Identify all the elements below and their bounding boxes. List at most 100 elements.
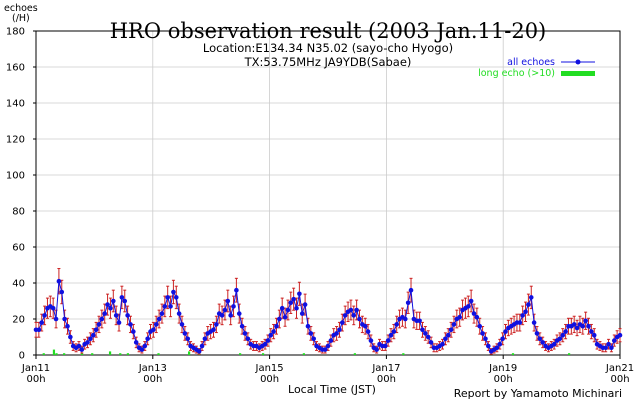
- long-echo-bar: [42, 353, 45, 355]
- all-echoes-point: [563, 329, 568, 334]
- all-echoes-point: [282, 314, 288, 320]
- all-echoes-point: [337, 327, 342, 333]
- all-echoes-point: [405, 300, 411, 306]
- all-echoes-point: [445, 332, 451, 338]
- all-echoes-point: [471, 311, 477, 316]
- all-echoes-point: [571, 322, 577, 327]
- all-echoes-point: [50, 305, 56, 311]
- all-echoes-point: [483, 336, 488, 342]
- all-echoes-point: [113, 313, 119, 318]
- all-echoes-point: [102, 311, 108, 316]
- all-echoes-point: [168, 304, 173, 309]
- all-echoes-point: [162, 304, 168, 309]
- x-axis-ticks: Jan1100hJan1300hJan1500hJan1700hJan1900h…: [21, 355, 634, 385]
- all-echoes-point: [225, 298, 231, 304]
- all-echoes-point: [171, 289, 176, 295]
- all-echoes-point: [448, 327, 454, 333]
- all-echoes-point: [291, 296, 296, 302]
- all-echoes-point: [165, 295, 170, 300]
- y-tick-label: 20: [12, 315, 25, 326]
- all-echoes-point: [583, 318, 588, 324]
- x-tick-label-date: Jan21: [605, 363, 634, 374]
- all-echoes-markers: [33, 278, 623, 354]
- x-tick-label-date: Jan11: [21, 363, 50, 374]
- long-echo-bars: [42, 349, 571, 355]
- all-echoes-point: [523, 309, 528, 315]
- all-echoes-point: [236, 311, 242, 316]
- all-echoes-point: [486, 343, 491, 349]
- legend-swatch-long-echo: [561, 71, 595, 76]
- y-tick-label: 80: [12, 207, 25, 218]
- all-echoes-point: [531, 320, 537, 325]
- plot-frame: [35, 30, 621, 356]
- all-echoes-point: [128, 322, 133, 327]
- all-echoes-point: [93, 327, 99, 333]
- x-tick-label-hour: 00h: [610, 374, 629, 385]
- all-echoes-point: [262, 341, 268, 347]
- all-echoes-point: [242, 331, 248, 336]
- all-echoes-point: [182, 331, 188, 336]
- all-echoes-point: [365, 329, 371, 334]
- all-echoes-point: [222, 307, 228, 313]
- report-credit: Report by Yamamoto Michinari: [454, 387, 622, 400]
- x-axis-label: Local Time (JST): [288, 383, 376, 396]
- all-echoes-point: [408, 287, 414, 293]
- all-echoes-point: [214, 322, 219, 327]
- all-echoes-point: [173, 295, 179, 300]
- all-echoes-point: [394, 322, 400, 327]
- all-echoes-point: [288, 300, 294, 306]
- all-echoes-point: [153, 322, 159, 327]
- long-echo-bar: [402, 353, 405, 355]
- y-tick-label: 40: [12, 279, 25, 290]
- all-echoes-point: [342, 313, 348, 318]
- all-echoes-point: [39, 320, 45, 325]
- all-echoes-point: [185, 336, 191, 342]
- y-axis-label-line2: (/H): [12, 13, 30, 24]
- chart-legend: all echoes long echo (>10): [478, 57, 595, 79]
- long-echo-bar: [52, 349, 56, 355]
- all-echoes-point: [388, 332, 394, 338]
- all-echoes-point: [245, 336, 251, 342]
- all-echoes-point: [42, 313, 47, 318]
- all-echoes-point: [239, 323, 245, 329]
- x-tick-label-hour: 00h: [143, 374, 162, 385]
- long-echo-bar: [80, 353, 84, 355]
- x-tick-label-hour: 00h: [260, 374, 279, 385]
- all-echoes-point: [477, 323, 483, 329]
- all-echoes-point: [580, 323, 586, 329]
- long-echo-bar: [239, 353, 242, 355]
- all-echoes-point: [116, 320, 122, 325]
- all-echoes-point: [202, 336, 208, 342]
- all-echoes-point: [131, 329, 136, 334]
- legend-label-long-echo: long echo (>10): [478, 68, 555, 79]
- all-echoes-point: [526, 302, 531, 307]
- long-echo-bar: [511, 353, 515, 355]
- all-echoes-point: [151, 327, 156, 333]
- all-echoes-point: [299, 311, 305, 316]
- all-echoes-point: [36, 327, 42, 333]
- all-echoes-point: [133, 340, 139, 345]
- all-echoes-point: [528, 295, 534, 300]
- y-tick-label: 140: [6, 99, 25, 110]
- all-echoes-point: [391, 329, 397, 334]
- long-echo-bar: [261, 353, 265, 355]
- all-echoes-point: [451, 322, 457, 327]
- all-echoes-point: [305, 323, 311, 329]
- all-echoes-point: [65, 323, 70, 329]
- all-echoes-point: [457, 314, 462, 320]
- long-echo-bar: [55, 353, 58, 355]
- long-echo-bar: [119, 353, 122, 355]
- long-echo-bar: [188, 351, 191, 355]
- all-echoes-point: [348, 307, 354, 313]
- all-echoes-point: [534, 331, 540, 336]
- all-echoes-point: [591, 332, 597, 338]
- all-echoes-point: [85, 340, 90, 345]
- y-tick-label: 180: [6, 27, 25, 38]
- x-tick-label-date: Jan19: [488, 363, 517, 374]
- all-echoes-point: [139, 347, 145, 352]
- all-echoes-point: [402, 316, 408, 322]
- x-tick-label-date: Jan13: [138, 363, 167, 374]
- legend-marker-all-echoes: [575, 59, 581, 65]
- all-echoes-point: [357, 316, 362, 322]
- y-axis-label-line1: echoes: [4, 3, 38, 14]
